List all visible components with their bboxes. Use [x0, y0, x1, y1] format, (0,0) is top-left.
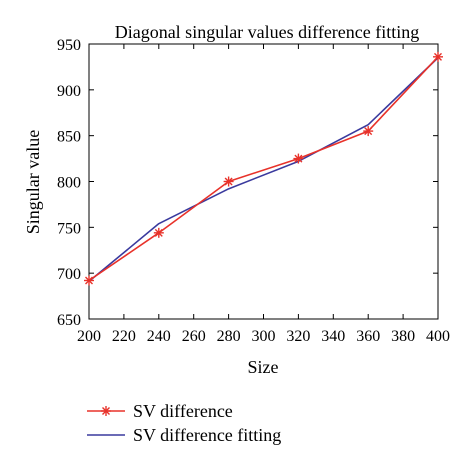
x-tick-label: 320: [286, 328, 310, 345]
x-axis-label: Size: [248, 357, 279, 377]
x-tick-label: 360: [356, 328, 380, 345]
x-tick-label: 380: [391, 328, 415, 345]
legend: SV difference SV difference fitting: [87, 401, 281, 445]
legend-swatch-marker: [101, 406, 111, 416]
data-point: [223, 176, 234, 187]
x-axis: 200 220 240 260 280 300 320 340 360 380 400: [77, 44, 450, 345]
x-tick-label: 340: [321, 328, 345, 345]
y-tick-label: 950: [57, 37, 81, 54]
x-tick-label: 280: [217, 328, 241, 345]
y-tick-label: 900: [57, 83, 81, 100]
x-tick-label: 200: [77, 328, 101, 345]
series-line-sv-difference-fitting: [88, 57, 439, 283]
y-tick-label: 700: [57, 266, 81, 283]
x-tick-label: 220: [112, 328, 136, 345]
data-point: [363, 126, 374, 137]
series-layer: [84, 51, 443, 286]
x-tick-label: 300: [252, 328, 276, 345]
x-tick-label: 240: [147, 328, 171, 345]
y-tick-label: 750: [57, 220, 81, 237]
data-point: [84, 275, 94, 286]
data-point: [153, 227, 164, 238]
y-tick-label: 800: [57, 175, 81, 192]
legend-label: SV difference fitting: [133, 425, 281, 445]
y-axis-label: Singular value: [23, 130, 43, 234]
data-point: [293, 153, 304, 164]
series-line-sv-difference: [88, 56, 439, 282]
plot-area: [88, 43, 439, 320]
y-tick-label: 850: [57, 129, 81, 146]
legend-label: SV difference: [133, 401, 233, 421]
y-axis: 650 700 750 800 850 900 950: [57, 37, 438, 329]
chart-title: Diagonal singular values difference fitt…: [115, 22, 420, 42]
data-point: [433, 51, 443, 62]
y-tick-label: 650: [57, 312, 81, 329]
x-tick-label: 400: [426, 328, 450, 345]
x-tick-label: 260: [182, 328, 206, 345]
